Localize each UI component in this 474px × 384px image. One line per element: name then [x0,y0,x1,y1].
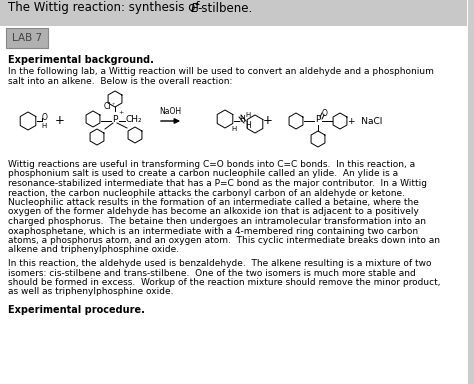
Text: In this reaction, the aldehyde used is benzaldehyde.  The alkene resulting is a : In this reaction, the aldehyde used is b… [8,259,431,268]
Text: H: H [245,112,250,118]
Text: Wittig reactions are useful in transforming C=O bonds into C=C bonds.  In this r: Wittig reactions are useful in transform… [8,160,415,169]
Text: salt into an alkene.  Below is the overall reaction:: salt into an alkene. Below is the overal… [8,76,232,86]
Text: P: P [112,114,118,124]
Text: LAB 7: LAB 7 [12,33,42,43]
Text: should be formed in excess.  Workup of the reaction mixture should remove the mi: should be formed in excess. Workup of th… [8,278,440,287]
Bar [0,0,467,26]
Text: +: + [55,114,65,127]
Text: NaOH: NaOH [159,107,182,116]
Text: H: H [231,126,236,132]
Text: oxygen of the former aldehyde has become an alkoxide ion that is adjacent to a p: oxygen of the former aldehyde has become… [8,207,419,217]
Text: reaction, the carbon nucleophile attacks the carbonyl carbon of an aldehyde or k: reaction, the carbon nucleophile attacks… [8,189,405,197]
Text: oxaphosphetane, which is an intermediate with a 4-membered ring containing two c: oxaphosphetane, which is an intermediate… [8,227,418,235]
Text: +: + [263,114,273,127]
Text: Experimental procedure.: Experimental procedure. [8,305,145,315]
Text: H: H [245,121,251,129]
Text: CH₂: CH₂ [125,114,142,124]
Text: In the following lab, a Wittig reaction will be used to convert an aldehyde and : In the following lab, a Wittig reaction … [8,67,434,76]
Text: ⁺: ⁺ [112,103,115,108]
Text: atoms, a phosphorus atom, and an oxygen atom.  This cyclic intermediate breaks d: atoms, a phosphorus atom, and an oxygen … [8,236,440,245]
Text: +: + [118,110,123,115]
FancyBboxPatch shape [6,28,48,48]
Text: O: O [42,114,48,122]
Text: E: E [191,2,199,15]
Text: H: H [41,123,46,129]
Text: Cl: Cl [103,102,111,111]
Text: isomers: cis-stilbene and trans-stilbene.  One of the two isomers is much more s: isomers: cis-stilbene and trans-stilbene… [8,268,416,278]
Text: phosphonium salt is used to create a carbon nucleophile called an ylide.  An yli: phosphonium salt is used to create a car… [8,169,398,179]
Text: The Wittig reaction: synthesis of: The Wittig reaction: synthesis of [8,2,203,15]
Text: -stilbene.: -stilbene. [197,2,252,15]
Text: Experimental background.: Experimental background. [8,55,154,65]
Text: Nucleophilic attack results in the formation of an intermediate called a betaine: Nucleophilic attack results in the forma… [8,198,419,207]
Text: alkene and triphenylphosphine oxide.: alkene and triphenylphosphine oxide. [8,245,179,255]
Bar [468,0,474,384]
Bar [0,49,468,384]
Bar [6,28,48,48]
Text: P: P [315,114,321,124]
Text: as well as triphenylphosphine oxide.: as well as triphenylphosphine oxide. [8,288,173,296]
Text: O: O [322,109,328,118]
Text: charged phosphorus.  The betaine then undergoes an intramolecular transformation: charged phosphorus. The betaine then und… [8,217,426,226]
Text: +  NaCl: + NaCl [348,116,383,126]
Text: H: H [239,114,245,124]
Text: resonance-stabilized intermediate that has a P=C bond as the major contributor. : resonance-stabilized intermediate that h… [8,179,427,188]
